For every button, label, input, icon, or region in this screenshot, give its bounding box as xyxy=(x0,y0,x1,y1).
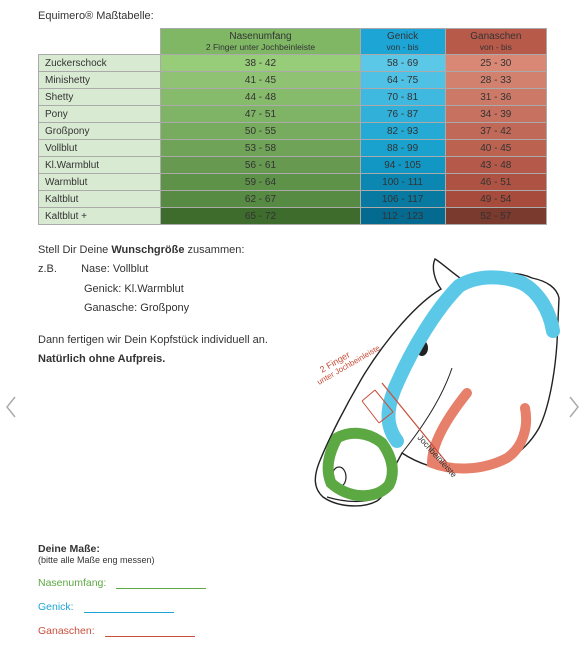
table-row: Shetty44 - 4870 - 8131 - 36 xyxy=(39,89,547,106)
measure-block: Deine Maße: (bitte alle Maße eng messen)… xyxy=(38,543,547,637)
cell-nase: 41 - 45 xyxy=(161,72,360,89)
table-row: Kl.Warmblut56 - 6194 - 10543 - 48 xyxy=(39,157,547,174)
col-header-nase: Nasenumfang 2 Finger unter Jochbeinleist… xyxy=(161,29,360,55)
row-label: Zuckerschock xyxy=(39,55,161,72)
table-corner xyxy=(39,29,161,55)
row-label: Shetty xyxy=(39,89,161,106)
cell-ganasche: 28 - 33 xyxy=(445,72,546,89)
size-table: Nasenumfang 2 Finger unter Jochbeinleist… xyxy=(38,28,547,225)
table-row: Großpony50 - 5582 - 9337 - 42 xyxy=(39,123,547,140)
cell-nase: 53 - 58 xyxy=(161,140,360,157)
cell-ganasche: 52 - 57 xyxy=(445,208,546,225)
cell-genick: 112 - 123 xyxy=(360,208,445,225)
cell-nase: 50 - 55 xyxy=(161,123,360,140)
measure-line-genick: Genick: xyxy=(38,601,547,613)
cell-ganasche: 31 - 36 xyxy=(445,89,546,106)
cell-ganasche: 34 - 39 xyxy=(445,106,546,123)
cell-ganasche: 25 - 30 xyxy=(445,55,546,72)
cell-genick: 70 - 81 xyxy=(360,89,445,106)
table-row: Vollblut53 - 5888 - 9940 - 45 xyxy=(39,140,547,157)
measure-line-nase: Nasenumfang: xyxy=(38,577,547,589)
measure-header: Deine Maße: xyxy=(38,543,547,555)
cell-genick: 76 - 87 xyxy=(360,106,445,123)
cell-ganasche: 46 - 51 xyxy=(445,174,546,191)
cell-nase: 59 - 64 xyxy=(161,174,360,191)
table-row: Kaltblut +65 - 72112 - 12352 - 57 xyxy=(39,208,547,225)
row-label: Kl.Warmblut xyxy=(39,157,161,174)
table-row: Minishetty41 - 4564 - 7528 - 33 xyxy=(39,72,547,89)
cell-nase: 62 - 67 xyxy=(161,191,360,208)
col-header-ganasche: Ganaschen von - bis xyxy=(445,29,546,55)
horse-diagram: 2 Finger unter Jochbeinleiste Jochbeinle… xyxy=(267,253,567,533)
cell-nase: 47 - 51 xyxy=(161,106,360,123)
cell-ganasche: 43 - 48 xyxy=(445,157,546,174)
cell-genick: 106 - 117 xyxy=(360,191,445,208)
row-label: Kaltblut xyxy=(39,191,161,208)
cell-genick: 94 - 105 xyxy=(360,157,445,174)
cell-genick: 64 - 75 xyxy=(360,72,445,89)
row-label: Warmblut xyxy=(39,174,161,191)
cell-ganasche: 40 - 45 xyxy=(445,140,546,157)
cell-ganasche: 49 - 54 xyxy=(445,191,546,208)
measure-line-ganasche: Ganaschen: xyxy=(38,625,547,637)
table-row: Warmblut59 - 64100 - 11146 - 51 xyxy=(39,174,547,191)
cell-nase: 65 - 72 xyxy=(161,208,360,225)
measure-note: (bitte alle Maße eng messen) xyxy=(38,555,547,565)
page-title: Equimero® Maßtabelle: xyxy=(38,10,547,22)
description-text: Stell Dir Deine Wunschgröße zusammen: z.… xyxy=(38,243,298,367)
col-header-genick: Genick von - bis xyxy=(360,29,445,55)
cell-genick: 88 - 99 xyxy=(360,140,445,157)
table-row: Zuckerschock38 - 4258 - 6925 - 30 xyxy=(39,55,547,72)
row-label: Vollblut xyxy=(39,140,161,157)
row-label: Pony xyxy=(39,106,161,123)
table-row: Kaltblut62 - 67106 - 11749 - 54 xyxy=(39,191,547,208)
nav-prev[interactable] xyxy=(2,392,20,422)
cell-nase: 38 - 42 xyxy=(161,55,360,72)
row-label: Großpony xyxy=(39,123,161,140)
cell-nase: 44 - 48 xyxy=(161,89,360,106)
cell-nase: 56 - 61 xyxy=(161,157,360,174)
cell-ganasche: 37 - 42 xyxy=(445,123,546,140)
cell-genick: 82 - 93 xyxy=(360,123,445,140)
nav-next[interactable] xyxy=(565,392,583,422)
row-label: Kaltblut + xyxy=(39,208,161,225)
row-label: Minishetty xyxy=(39,72,161,89)
table-row: Pony47 - 5176 - 8734 - 39 xyxy=(39,106,547,123)
cell-genick: 58 - 69 xyxy=(360,55,445,72)
cell-genick: 100 - 111 xyxy=(360,174,445,191)
